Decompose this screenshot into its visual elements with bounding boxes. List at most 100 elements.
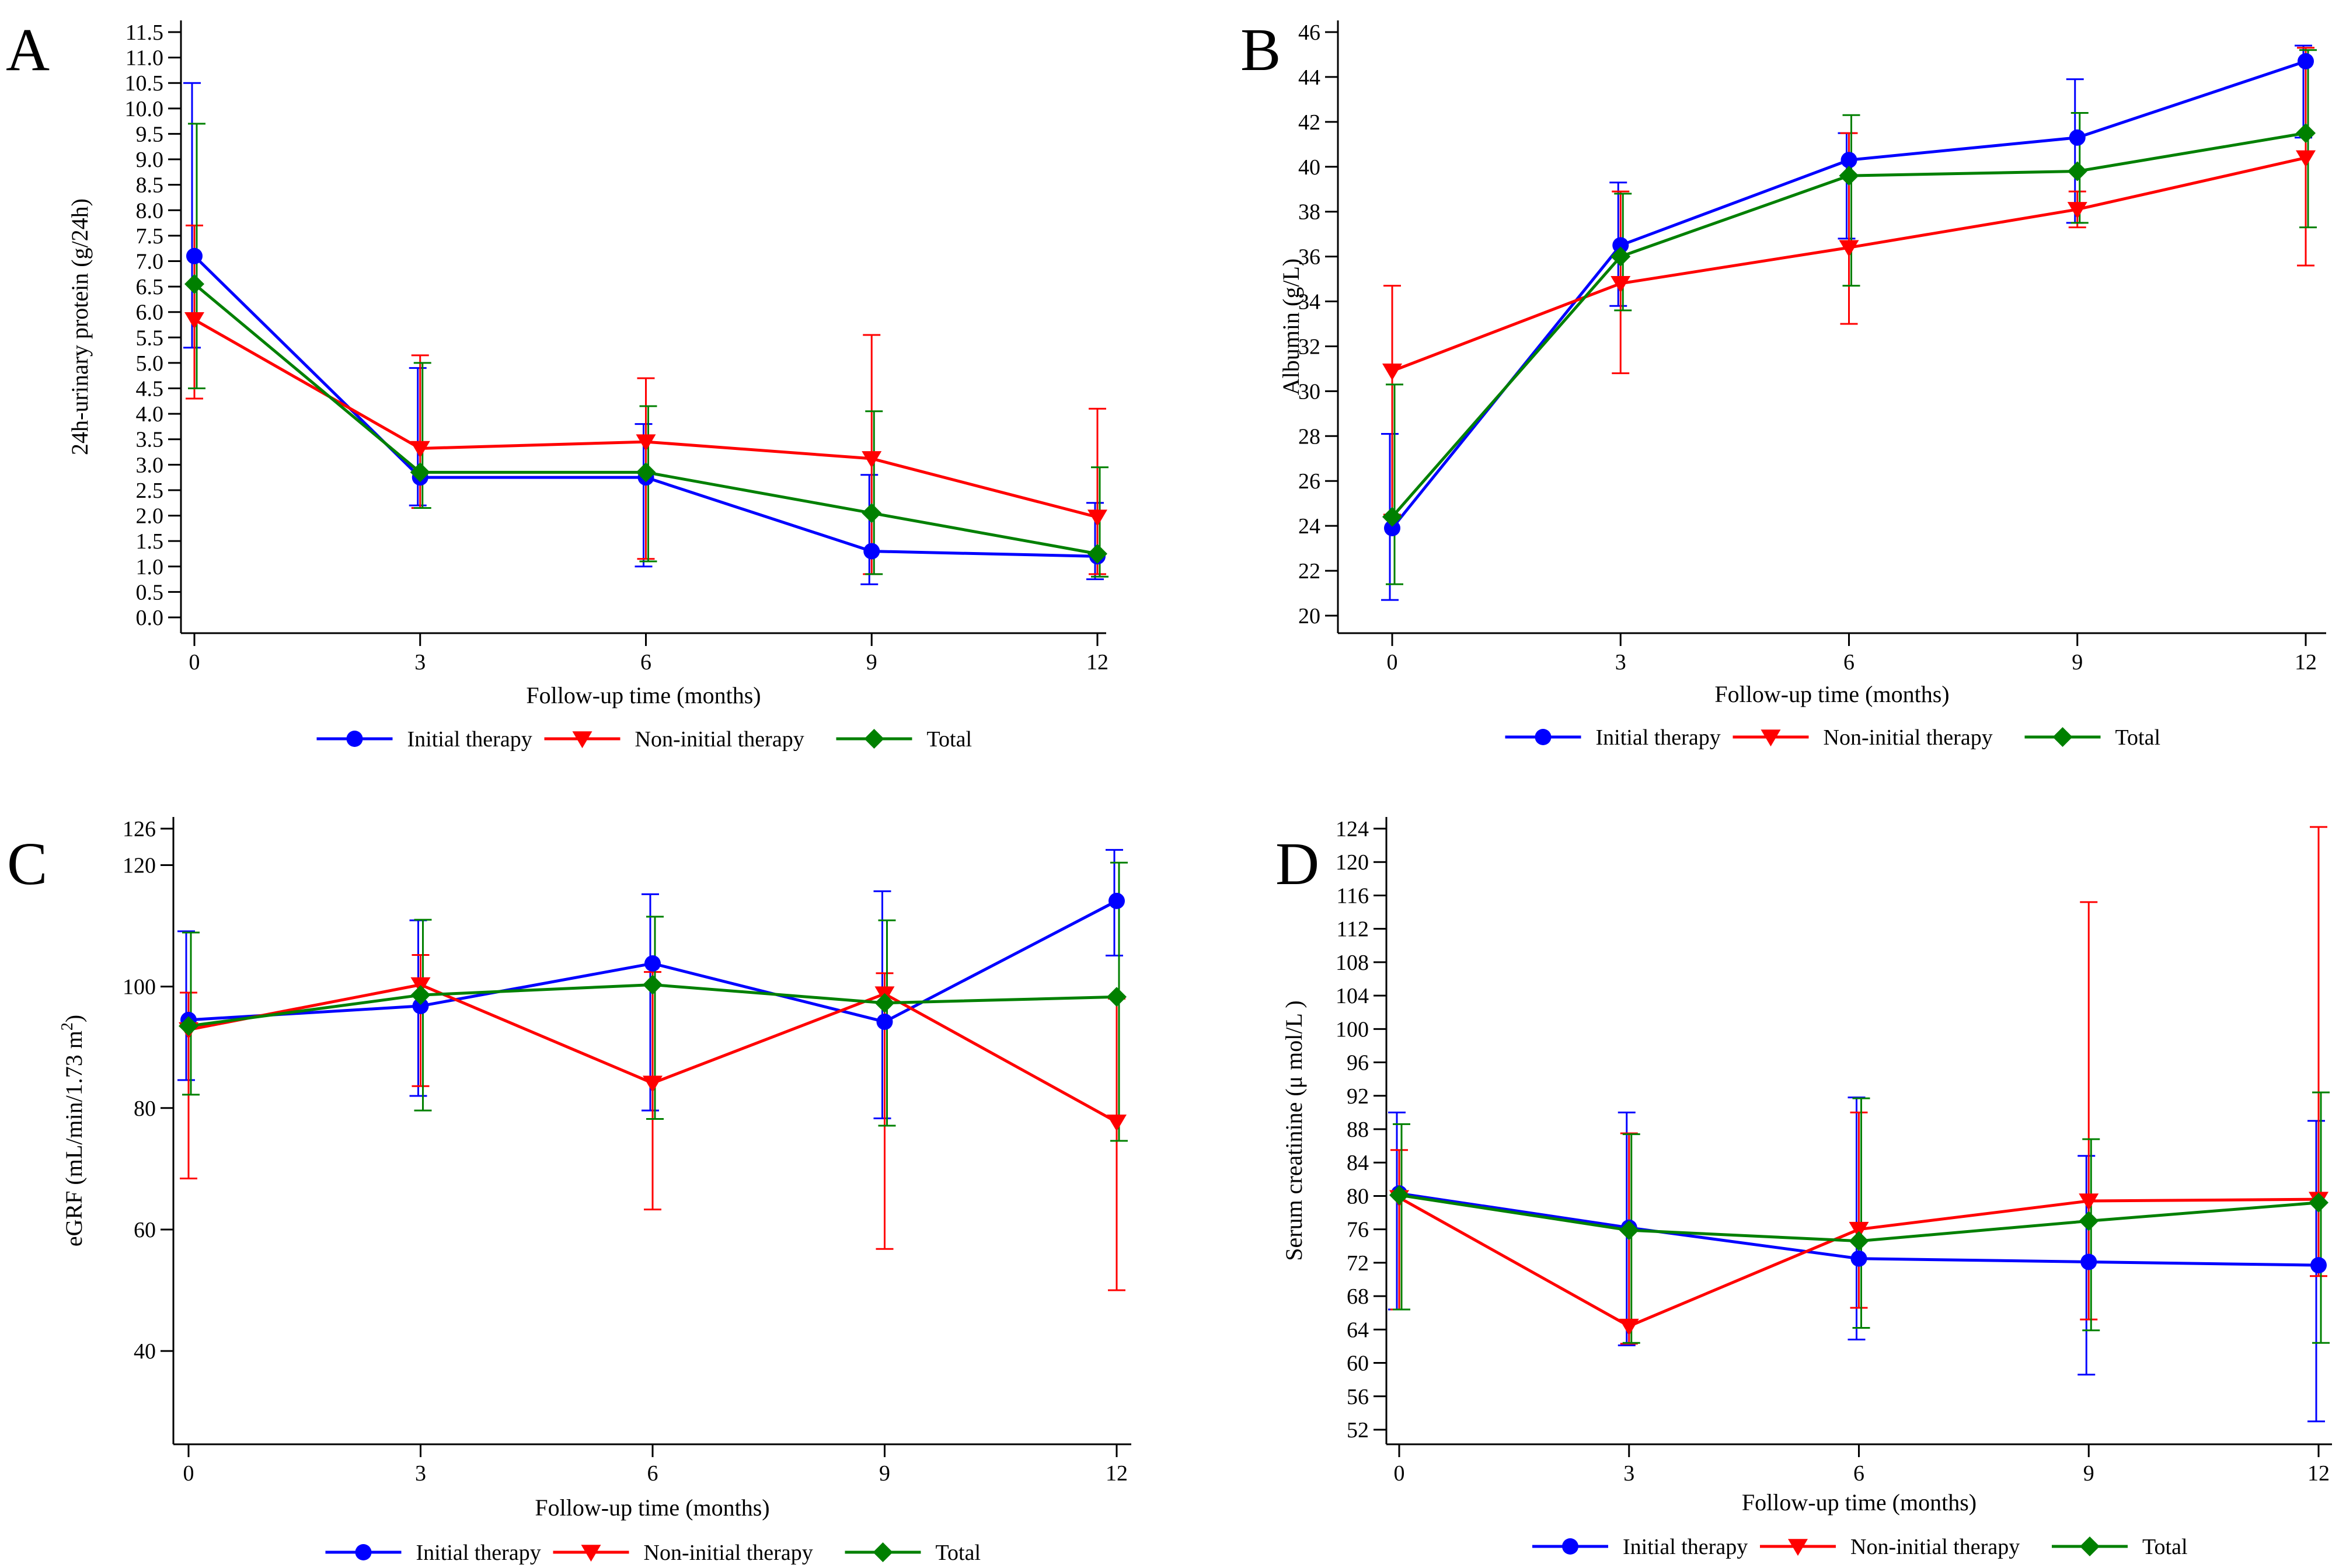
- y-tick-label: 126: [123, 817, 156, 841]
- y-tick-label: 42: [1298, 110, 1320, 135]
- y-tick-label: 20: [1298, 604, 1320, 628]
- data-point: [410, 441, 430, 458]
- data-point: [636, 462, 656, 483]
- y-tick-label: 60: [134, 1218, 156, 1242]
- x-tick-label: 6: [1853, 1461, 1864, 1486]
- y-tick-label: 100: [123, 975, 156, 1000]
- legend: Initial therapy Non-initial therapy Total: [1532, 1535, 2188, 1559]
- data-point: [1384, 520, 1400, 536]
- x-tick-label: 0: [183, 1461, 194, 1486]
- data-point: [2298, 53, 2314, 69]
- data-point: [2067, 161, 2087, 181]
- x-tick-label: 6: [647, 1461, 658, 1486]
- y-tick-label: 72: [1347, 1251, 1369, 1276]
- y-tick-label: 64: [1347, 1318, 1369, 1342]
- y-tick-label: 56: [1347, 1385, 1369, 1409]
- x-tick-label: 9: [866, 650, 877, 675]
- markers-initial: [1384, 53, 2314, 536]
- y-tick-label: 32: [1298, 334, 1320, 359]
- data-point: [1849, 1221, 1869, 1239]
- data-point: [2067, 202, 2087, 219]
- data-point: [1619, 1220, 1639, 1241]
- x-tick-label: 3: [1615, 650, 1626, 675]
- y-tick-label: 52: [1347, 1418, 1369, 1443]
- legend-label-noninitial: Non-initial therapy: [1824, 725, 1993, 750]
- data-point: [2310, 1257, 2327, 1274]
- data-point: [1611, 246, 1631, 267]
- data-point: [1382, 507, 1402, 527]
- y-tick-label: 1.5: [136, 529, 164, 554]
- error-bars-initial: [183, 82, 1104, 585]
- y-tick-label: 5.0: [136, 351, 164, 376]
- data-point: [2079, 1193, 2099, 1211]
- data-point: [643, 1075, 663, 1093]
- data-point: [1849, 1231, 1869, 1251]
- y-axis-title: Albumin (g/L): [1278, 259, 1304, 395]
- data-point: [1087, 509, 1107, 527]
- y-tick-label: 11.0: [126, 46, 163, 71]
- data-point: [1382, 364, 1402, 380]
- panel-letter: A: [6, 16, 50, 83]
- y-tick-label: 120: [1336, 850, 1369, 875]
- data-point: [2296, 150, 2316, 167]
- data-point: [184, 312, 204, 329]
- y-tick-label: 26: [1298, 469, 1320, 494]
- y-tick-label: 112: [1336, 917, 1369, 942]
- y-tick-label: 38: [1298, 200, 1320, 225]
- x-tick-label: 12: [2307, 1461, 2330, 1486]
- data-point: [1612, 237, 1629, 254]
- legend-marker-total: [864, 729, 884, 749]
- legend-marker-initial: [1535, 729, 1552, 745]
- data-point: [862, 451, 882, 469]
- x-axis-title: Follow-up time (months): [535, 1494, 769, 1521]
- y-tick-label: 2.0: [136, 504, 164, 529]
- panel-a: A 0.00.51.01.52.02.53.03.54.04.55.05.56.0…: [6, 16, 1109, 752]
- y-tick-label: 24: [1298, 514, 1320, 539]
- y-tick-label: 68: [1347, 1284, 1369, 1309]
- y-tick-label: 7.0: [136, 249, 164, 274]
- y-tick-label: 22: [1298, 559, 1320, 584]
- markers-total: [1389, 1185, 2328, 1251]
- panel-c: C 40 60 80 100 120 126 0 3 6 9 12 Follow-up time (mo…: [7, 817, 1131, 1565]
- x-tick-label: 0: [1394, 1461, 1405, 1486]
- markers-total: [184, 274, 1107, 564]
- y-tick-label: 4.5: [136, 377, 164, 401]
- x-tick-label: 3: [1623, 1461, 1634, 1486]
- legend: Initial therapy Non-initial therapy Total: [1505, 725, 2161, 750]
- legend-label-initial: Initial therapy: [407, 727, 532, 752]
- y-tick-label: 46: [1298, 20, 1320, 45]
- y-tick-label: 76: [1347, 1218, 1369, 1242]
- y-tick-label: 34: [1298, 290, 1320, 315]
- legend-marker-noninitial: [572, 731, 592, 749]
- data-point: [644, 955, 661, 972]
- x-tick-label: 3: [414, 650, 426, 675]
- y-tick-label: 28: [1298, 424, 1320, 449]
- data-point: [2309, 1192, 2328, 1213]
- error-bars-noninitial: [1383, 47, 2314, 516]
- data-point: [1839, 240, 1859, 257]
- legend-label-initial: Initial therapy: [1596, 725, 1721, 750]
- x-tick-label: 12: [2295, 650, 2317, 675]
- y-tick-label: 6.5: [136, 275, 164, 299]
- data-point: [1839, 166, 1859, 186]
- x-axis-title: Follow-up time (months): [1742, 1489, 1977, 1515]
- data-point: [1389, 1185, 1409, 1206]
- panel-letter: C: [7, 830, 47, 898]
- y-tick-label: 44: [1298, 65, 1320, 90]
- legend-label-noninitial: Non-initial therapy: [644, 1541, 813, 1565]
- data-point: [2080, 1253, 2097, 1270]
- legend-label-noninitial: Non-initial therapy: [635, 727, 804, 752]
- x-axis-title: Follow-up time (months): [1714, 681, 1949, 707]
- data-point: [862, 503, 882, 523]
- legend-marker-noninitial: [581, 1545, 601, 1562]
- legend-label-total: Total: [2115, 725, 2161, 750]
- data-point: [2069, 129, 2086, 146]
- data-point: [179, 1016, 198, 1036]
- x-tick-label: 12: [1106, 1461, 1128, 1486]
- panel-letter: D: [1275, 830, 1319, 898]
- y-tick-label: 3.0: [136, 453, 164, 477]
- legend-marker-initial: [1562, 1538, 1578, 1555]
- legend-label-noninitial: Non-initial therapy: [1850, 1535, 2020, 1559]
- markers-noninitial: [1382, 150, 2316, 380]
- data-point: [1850, 1250, 1867, 1267]
